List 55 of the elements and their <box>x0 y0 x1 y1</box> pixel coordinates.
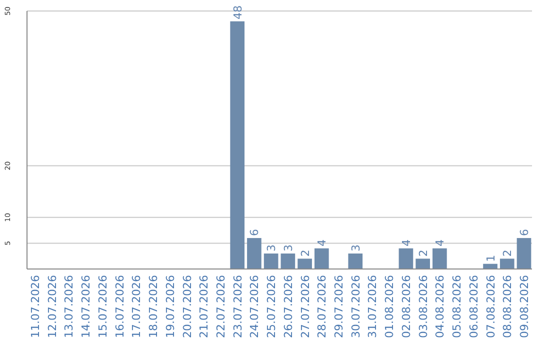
data-label: 6 <box>518 229 531 236</box>
x-tick-label: 30.07.2026 <box>349 275 362 338</box>
x-tick-label: 05.08.2026 <box>450 275 464 338</box>
bar <box>432 248 447 269</box>
bar <box>314 248 329 269</box>
x-tick-label: 19.07.2026 <box>164 275 177 338</box>
bar <box>500 258 514 269</box>
x-tick-label: 27.07.2026 <box>298 275 312 338</box>
bar <box>516 238 532 269</box>
x-tick-label: 17.07.2026 <box>130 275 144 338</box>
data-label: 3 <box>282 244 295 252</box>
x-tick-label: 08.08.2026 <box>501 275 514 338</box>
data-label: 4 <box>400 239 413 246</box>
data-label: 2 <box>416 250 430 257</box>
x-tick-label: 15.07.2026 <box>96 275 110 338</box>
data-label: 2 <box>298 250 312 257</box>
x-tick-label: 03.08.2026 <box>416 275 430 338</box>
x-tick-label: 25.07.2026 <box>265 275 278 338</box>
bar <box>348 254 363 269</box>
x-tick-label: 26.07.2026 <box>282 275 295 338</box>
x-tick-label: 29.07.2026 <box>332 275 346 338</box>
x-tick-label: 21.07.2026 <box>198 275 211 338</box>
x-tick-label: 31.07.2026 <box>366 275 380 338</box>
bar <box>298 258 312 269</box>
data-label: 2 <box>501 250 514 257</box>
x-tick-label: 02.08.2026 <box>400 275 413 338</box>
data-label: 3 <box>349 244 362 252</box>
x-tick-label: 04.08.2026 <box>434 275 447 338</box>
x-tick-label: 12.07.2026 <box>46 275 59 338</box>
bar <box>416 258 430 269</box>
x-tick-label: 06.08.2026 <box>467 275 480 338</box>
bar <box>264 254 278 269</box>
x-tick-label: 13.07.2026 <box>62 275 76 338</box>
x-tick-label: 16.07.2026 <box>113 275 126 338</box>
x-tick-label: 20.07.2026 <box>180 275 194 338</box>
x-tick-label: 28.07.2026 <box>316 275 329 338</box>
data-label: 6 <box>248 229 262 236</box>
x-tick-label: 18.07.2026 <box>147 275 160 338</box>
x-tick-label: 24.07.2026 <box>248 275 262 338</box>
data-label: 4 <box>316 239 329 246</box>
x-tick-label: 11.07.2026 <box>29 275 42 338</box>
data-label: 3 <box>265 244 278 252</box>
bar <box>230 21 245 269</box>
bar <box>398 248 414 269</box>
data-label: 48 <box>231 5 244 20</box>
x-tick-label: 07.08.2026 <box>484 275 498 338</box>
x-tick-label: 01.08.2026 <box>383 275 396 338</box>
x-tick-label: 23.07.2026 <box>231 275 244 338</box>
data-label: 4 <box>434 239 447 246</box>
bar <box>247 238 262 269</box>
x-tick-label: 22.07.2026 <box>214 275 228 338</box>
x-tick-label: 09.08.2026 <box>518 275 531 338</box>
data-label: 1 <box>484 254 498 262</box>
bar <box>280 254 296 269</box>
x-tick-label: 14.07.2026 <box>80 275 93 338</box>
